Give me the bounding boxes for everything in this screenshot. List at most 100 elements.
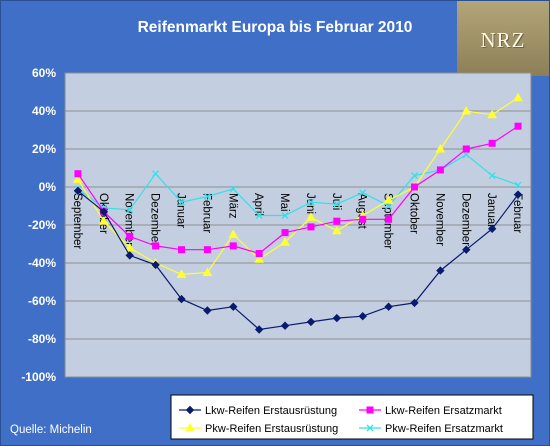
data-point bbox=[255, 250, 263, 257]
data-point bbox=[73, 186, 83, 196]
data-point bbox=[513, 190, 523, 199]
legend-marker bbox=[185, 405, 195, 415]
data-point bbox=[281, 229, 289, 237]
data-point bbox=[487, 224, 497, 234]
series-line bbox=[77, 153, 519, 217]
legend-label: Pkw-Reifen Ersatzmarkt bbox=[385, 423, 503, 435]
nrz-logo: NRZ bbox=[457, 1, 549, 76]
y-tick-label: 60% bbox=[32, 66, 56, 80]
data-point bbox=[203, 246, 211, 254]
data-point bbox=[151, 260, 160, 270]
y-tick-label: -40% bbox=[28, 256, 56, 270]
x-tick-label: April bbox=[252, 193, 264, 216]
x-tick-label: Oktober bbox=[408, 193, 420, 234]
data-point bbox=[435, 143, 446, 153]
data-point bbox=[359, 189, 367, 197]
data-point bbox=[177, 294, 186, 304]
data-point bbox=[178, 246, 185, 254]
data-point bbox=[306, 212, 316, 221]
data-point bbox=[176, 269, 187, 278]
series-line bbox=[77, 190, 519, 331]
data-point bbox=[254, 325, 264, 334]
x-tick-label: Dezember bbox=[459, 193, 471, 246]
data-point bbox=[229, 185, 237, 193]
data-point bbox=[359, 215, 367, 223]
data-point bbox=[487, 109, 498, 119]
y-tick-label: -20% bbox=[28, 218, 56, 232]
data-point bbox=[126, 232, 134, 240]
data-point bbox=[307, 198, 315, 206]
series-4 bbox=[74, 151, 522, 219]
data-point bbox=[280, 237, 290, 246]
legend-label: Lkw-Reifen Ersatzmarkt bbox=[385, 405, 502, 417]
data-point bbox=[333, 200, 341, 208]
data-point bbox=[461, 105, 472, 115]
legend-item: Pkw-Reifen Ersatzmarkt bbox=[359, 423, 503, 435]
data-point bbox=[229, 242, 237, 250]
series-layer bbox=[73, 92, 523, 334]
data-point bbox=[280, 321, 290, 330]
data-point bbox=[254, 254, 265, 263]
series-1 bbox=[73, 186, 523, 334]
data-point bbox=[462, 151, 470, 159]
data-point bbox=[74, 170, 82, 178]
x-tick-label: September bbox=[71, 193, 83, 249]
data-point bbox=[98, 216, 109, 225]
data-point bbox=[436, 166, 444, 174]
nrz-logo-text: NRZ bbox=[480, 28, 526, 52]
data-point bbox=[488, 172, 496, 180]
data-point bbox=[152, 242, 160, 250]
legend-marker bbox=[366, 424, 374, 432]
x-tick-label: Mai bbox=[278, 193, 290, 212]
data-point bbox=[125, 251, 134, 260]
data-point bbox=[203, 193, 211, 200]
series-2 bbox=[74, 122, 522, 257]
data-point bbox=[307, 223, 315, 231]
y-tick-label: 40% bbox=[32, 104, 56, 118]
data-point bbox=[99, 207, 109, 216]
data-point bbox=[411, 183, 418, 191]
y-axis-ticks: 60% 40% 20% 0% -20% -40% -60% -80% -100% bbox=[21, 66, 56, 384]
legend-item: Pkw-Reifen Erstausrüstung bbox=[179, 422, 338, 435]
legend-box bbox=[170, 394, 534, 440]
data-point bbox=[126, 206, 134, 214]
x-tick-label: Januar bbox=[175, 193, 187, 228]
data-point bbox=[124, 242, 135, 252]
data-point bbox=[410, 298, 419, 308]
x-tick-label: Februar bbox=[200, 193, 212, 233]
data-point bbox=[411, 172, 418, 180]
data-point bbox=[385, 215, 393, 223]
x-tick-label: Dezember bbox=[149, 193, 161, 246]
series-3 bbox=[73, 92, 523, 278]
y-tick-label: 0% bbox=[39, 180, 57, 194]
x-tick-label: Januar bbox=[485, 193, 497, 228]
data-point bbox=[203, 306, 212, 315]
source-note: Quelle: Michelin bbox=[10, 424, 92, 436]
data-point bbox=[385, 202, 393, 210]
data-point bbox=[384, 302, 393, 311]
data-point bbox=[229, 302, 238, 311]
y-tick-label: -80% bbox=[28, 332, 56, 346]
data-point bbox=[462, 245, 471, 254]
data-point bbox=[228, 229, 239, 238]
data-point bbox=[73, 174, 83, 183]
data-point bbox=[152, 170, 160, 178]
y-tick-label: -100% bbox=[21, 370, 56, 384]
data-point bbox=[178, 198, 185, 206]
legend-item: Lkw-Reifen Ersatzmarkt bbox=[359, 405, 502, 417]
data-point bbox=[514, 181, 522, 189]
series-line bbox=[77, 125, 519, 255]
legend-item: Lkw-Reifen Erstausrüstung bbox=[179, 405, 337, 417]
x-tick-label: März bbox=[226, 193, 238, 219]
data-point bbox=[202, 267, 213, 276]
data-point bbox=[383, 195, 394, 204]
legend: Lkw-Reifen Erstausrüstung Lkw-Reifen Ersa… bbox=[170, 394, 534, 440]
data-point bbox=[255, 212, 263, 219]
data-point bbox=[462, 145, 470, 153]
data-point bbox=[514, 122, 522, 130]
legend-label: Pkw-Reifen Erstausrüstung bbox=[205, 423, 338, 435]
gridlines bbox=[65, 72, 531, 378]
x-tick-label: November bbox=[433, 193, 445, 246]
data-point bbox=[306, 317, 316, 327]
